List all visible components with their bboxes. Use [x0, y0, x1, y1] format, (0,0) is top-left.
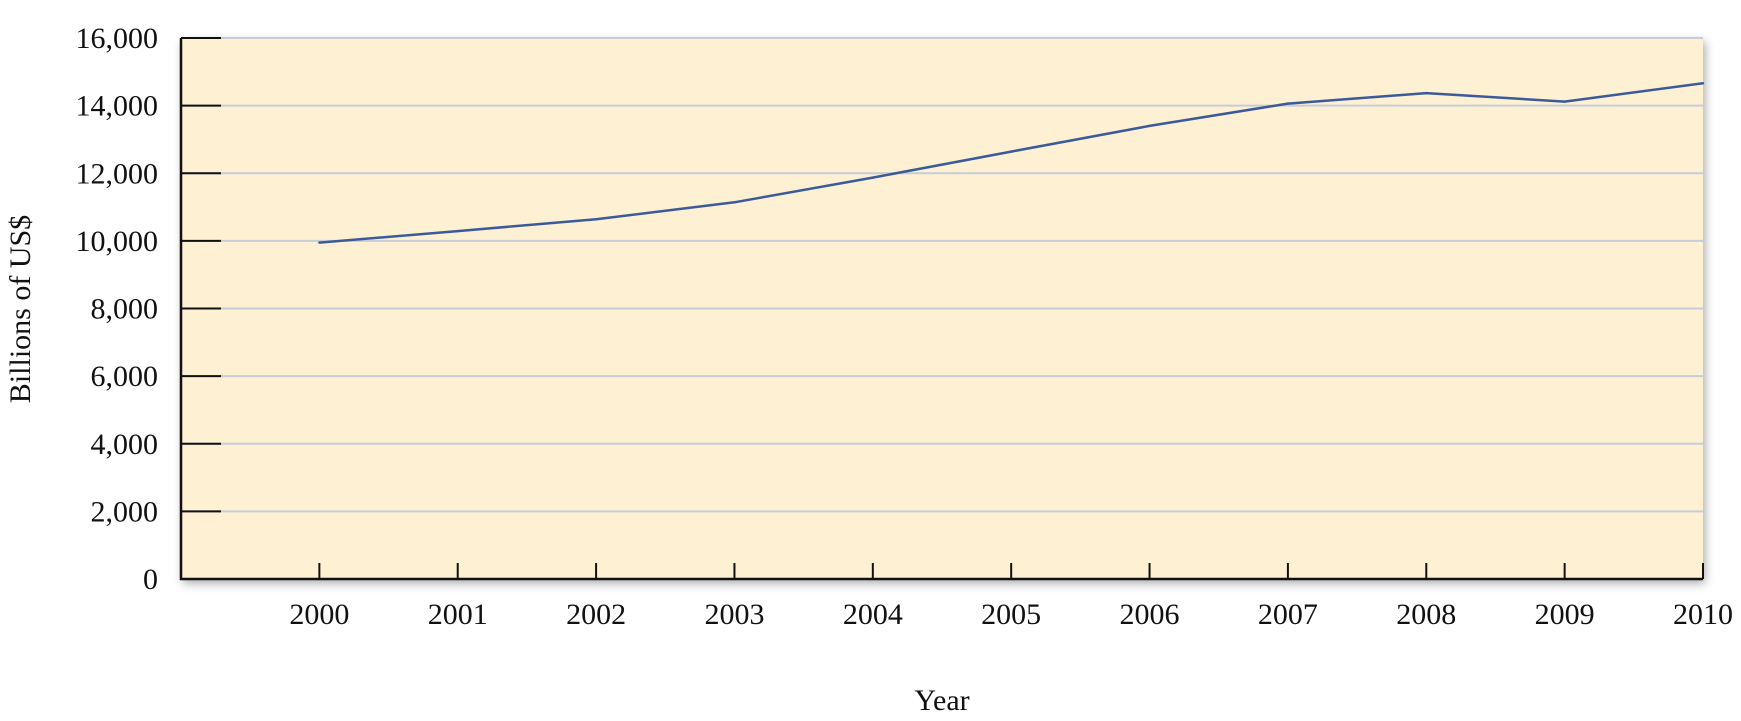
y-tick-label: 12,000: [76, 157, 159, 190]
x-tick-label: 2007: [1258, 598, 1318, 631]
data-point-2002: [594, 218, 598, 221]
x-tick-label: 2004: [843, 598, 903, 631]
data-point-2007: [1286, 102, 1290, 105]
x-tick-label: 2006: [1120, 598, 1180, 631]
y-tick-label: 0: [143, 563, 158, 596]
data-point-2009: [1563, 100, 1566, 103]
data-point-2010: [1701, 82, 1705, 85]
y-tick-label: 10,000: [76, 225, 159, 258]
data-point-2001: [456, 229, 459, 233]
x-tick-label: 2008: [1396, 598, 1456, 631]
x-tick-label: 2001: [428, 598, 488, 631]
data-point-2003: [733, 201, 736, 204]
data-point-2006: [1148, 124, 1151, 128]
x-tick-label: 2005: [981, 598, 1041, 631]
data-point-2004: [871, 176, 875, 179]
series-layer: [318, 82, 1705, 244]
y-axis-ticks: 0 2,000 4,000 6,000 8,000 10,000 12,000 14,000 1…: [76, 22, 221, 596]
y-tick-label: 6,000: [91, 360, 159, 393]
x-axis-ticks: 2000 2001 2002 2003 2004 2005 2006 2007 2008 2009…: [289, 563, 1733, 631]
data-point-2000: [318, 241, 321, 244]
x-tick-label: 2003: [704, 598, 764, 631]
gridlines: [181, 37, 1703, 513]
x-tick-label: 2009: [1535, 598, 1595, 631]
data-point-2008: [1425, 91, 1428, 95]
x-tick-label: 2000: [289, 598, 349, 631]
y-tick-label: 8,000: [91, 293, 159, 326]
x-tick-label: 2010: [1673, 598, 1733, 631]
y-axis-title: Billions of US$: [4, 215, 37, 403]
y-tick-label: 4,000: [91, 428, 159, 461]
x-tick-label: 2002: [566, 598, 626, 631]
y-tick-label: 14,000: [76, 90, 159, 123]
y-tick-label: 2,000: [91, 495, 159, 528]
y-tick-label: 16,000: [76, 22, 159, 55]
data-point-2005: [1009, 150, 1013, 153]
x-axis-title: Year: [914, 684, 969, 717]
